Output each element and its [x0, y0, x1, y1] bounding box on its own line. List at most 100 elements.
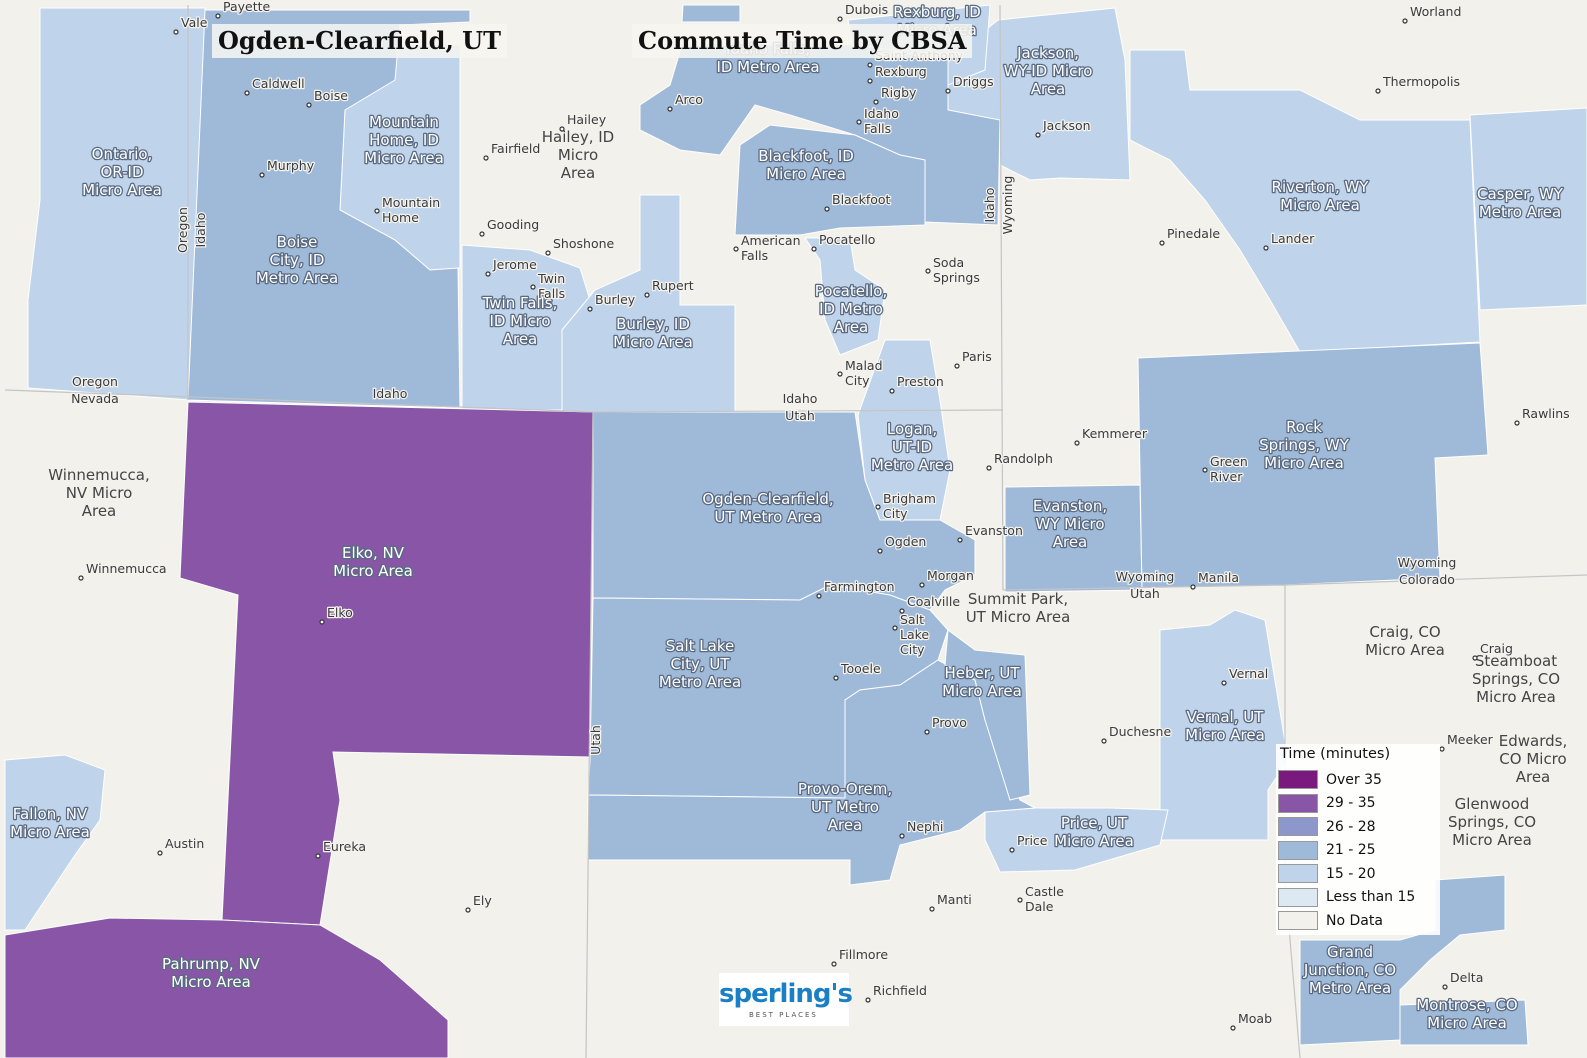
region-pocatello[interactable] — [804, 237, 886, 356]
location-title: Ogden-Clearfield, UT — [212, 24, 507, 58]
region-fallon[interactable] — [4, 754, 106, 931]
legend-swatch — [1278, 864, 1318, 884]
region-label-grandjunction: Grand Junction, CO Metro Area — [1303, 943, 1396, 997]
city-label-eureka: Eureka — [323, 839, 366, 854]
city-label-murphy: Murphy — [267, 158, 315, 173]
region-label-evanston-line: WY Micro — [1035, 515, 1104, 533]
region-ontario[interactable] — [27, 7, 206, 401]
region-label-vernal-line: Micro Area — [1185, 726, 1265, 744]
region-label-evanston: Evanston, WY Micro Area — [1033, 497, 1107, 551]
city-label-malad-city: Malad City — [845, 358, 883, 388]
region-label-casper-line: Metro Area — [1479, 203, 1561, 221]
region-blackfoot[interactable] — [734, 124, 926, 236]
sperlings-logo[interactable]: sperling's BEST PLACES — [719, 973, 853, 1026]
region-label-saltlake-line: City, UT — [670, 655, 730, 673]
region-label-fallon: Fallon, NV Micro Area — [10, 805, 90, 841]
legend-swatch — [1278, 770, 1318, 790]
city-marker-icon — [867, 78, 873, 84]
city-marker-icon — [899, 833, 905, 839]
region-label-heber-line: Heber, UT — [944, 664, 1020, 682]
state-label-wyoming-colorado: Wyoming Colorado — [1398, 555, 1457, 587]
logo-wordmark: sperling's — [719, 979, 853, 1009]
city-label-vale-line: Vale — [181, 15, 208, 30]
legend-label: 15 - 20 — [1326, 865, 1376, 882]
city-label-driggs-line: Driggs — [953, 74, 994, 89]
nodata-label-glenwood-line: Micro Area — [1452, 831, 1532, 849]
city-label-hailey-city: Hailey — [567, 112, 607, 127]
region-label-twinfalls-line: Area — [503, 330, 538, 348]
nodata-label-hailey-line: Hailey, ID — [542, 128, 614, 146]
region-provo[interactable] — [587, 659, 1037, 886]
city-marker-icon — [892, 625, 898, 631]
city-marker-icon — [837, 371, 843, 377]
city-marker-icon — [924, 729, 930, 735]
region-price[interactable] — [984, 807, 1169, 873]
nodata-label-hailey-line: Area — [561, 164, 596, 182]
city-label-gooding-line: Gooding — [487, 217, 539, 232]
region-label-jackson-line: Jackson, — [1016, 44, 1079, 62]
nodata-label-edwards-line: Edwards, — [1499, 732, 1567, 750]
city-label-morgan-line: Morgan — [927, 568, 974, 583]
city-marker-icon — [811, 246, 817, 252]
city-label-delta: Delta — [1450, 970, 1483, 985]
region-pahrump[interactable] — [4, 917, 449, 1058]
city-label-duchesne-line: Duchesne — [1109, 724, 1171, 739]
city-label-brigham-city: Brigham City — [883, 491, 936, 521]
city-label-caldwell-line: Caldwell — [252, 76, 305, 91]
nodata-label-summitpark-line: UT Micro Area — [966, 608, 1071, 626]
region-label-evanston-line: Area — [1053, 533, 1088, 551]
city-label-price-city: Price — [1017, 833, 1048, 848]
city-label-soda-springs-line: Soda — [933, 255, 964, 270]
city-label-ely: Ely — [473, 893, 492, 908]
city-label-evanston-city-line: Evanston — [965, 523, 1023, 538]
city-marker-icon — [559, 126, 565, 132]
state-label-utah-v: Utah — [588, 725, 603, 755]
city-label-arco: Arco — [675, 92, 703, 107]
city-label-american-falls-line: Falls — [741, 248, 768, 263]
city-label-salt-lake-city-line: City — [900, 642, 925, 657]
region-label-montrose: Montrose, CO Micro Area — [1416, 996, 1517, 1032]
region-label-elko: Elko, NV Micro Area — [333, 544, 413, 580]
legend-label: 29 - 35 — [1326, 795, 1376, 812]
city-marker-icon — [899, 608, 905, 614]
city-label-moab-line: Moab — [1238, 1011, 1272, 1026]
city-label-provo-city: Provo — [932, 715, 967, 730]
city-marker-icon — [306, 102, 312, 108]
nodata-label-edwards: Edwards, CO Micro Area — [1499, 732, 1567, 786]
region-idaho-falls[interactable] — [681, 4, 741, 23]
city-marker-icon — [1263, 245, 1269, 251]
city-label-ogden-city: Ogden — [885, 534, 926, 549]
city-label-elko-city: Elko — [327, 605, 353, 620]
city-label-eureka-line: Eureka — [323, 839, 366, 854]
region-label-jackson-line: WY-ID Micro — [1004, 62, 1093, 80]
state-label-idaho-utah: Idaho Utah — [783, 391, 818, 423]
region-casper[interactable] — [1469, 107, 1587, 311]
city-marker-icon — [315, 853, 321, 859]
state-label-wyoming-utah: Wyoming Utah — [1116, 569, 1175, 601]
nodata-label-craig-line: Micro Area — [1365, 641, 1445, 659]
city-label-randolph: Randolph — [994, 451, 1053, 466]
region-evanston[interactable] — [1004, 484, 1143, 593]
region-boise[interactable] — [187, 9, 471, 409]
state-label-wyoming-v: Wyoming — [1000, 176, 1015, 235]
city-label-pocatello-city-line: Pocatello — [819, 232, 875, 247]
city-label-manti-line: Manti — [937, 892, 972, 907]
region-label-ontario: Ontario, OR-ID Micro Area — [82, 145, 162, 199]
city-label-ely-line: Ely — [473, 893, 492, 908]
nodata-label-craig-line: Craig, CO — [1369, 623, 1440, 641]
legend-item: Over 35 — [1278, 768, 1438, 792]
nodata-label-steamboat-line: Steamboat — [1475, 652, 1557, 670]
legend-item: 21 - 25 — [1278, 839, 1438, 863]
border-idaho-wyoming — [999, 4, 1004, 591]
region-label-ontario-line: Micro Area — [82, 181, 162, 199]
region-heber[interactable] — [944, 629, 1031, 801]
region-montrose[interactable] — [1399, 999, 1529, 1046]
city-marker-icon — [1514, 420, 1520, 426]
city-label-price-city-line: Price — [1017, 833, 1048, 848]
nodata-label-glenwood-line: Springs, CO — [1448, 813, 1536, 831]
city-marker-icon — [545, 250, 551, 256]
region-label-boise-line: City, ID — [270, 251, 325, 269]
